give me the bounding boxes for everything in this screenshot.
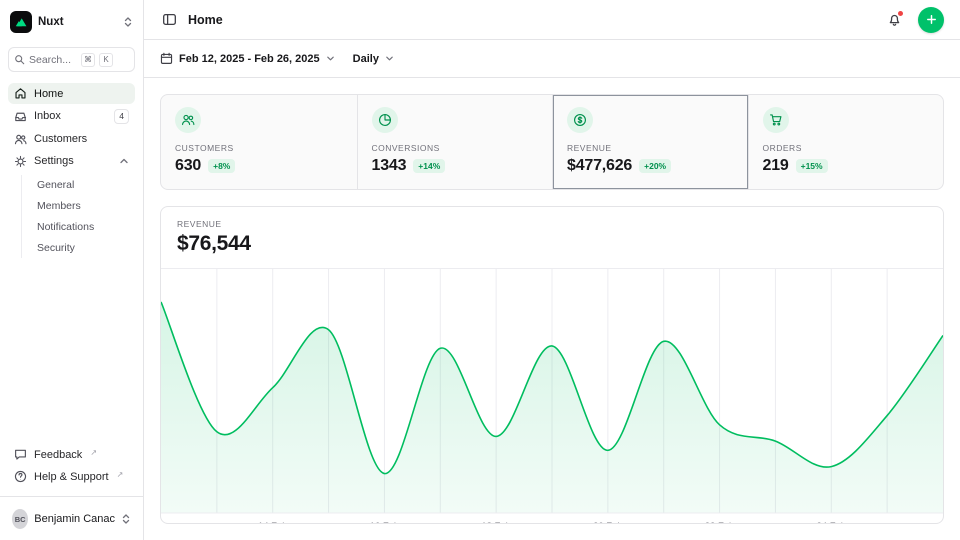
revenue-chart-card: REVENUE $76,544 14 Feb 16 Feb 18 Feb 20 Feb… (160, 206, 944, 524)
sidebar-item-label: Home (34, 87, 64, 100)
revenue-chart[interactable]: 14 Feb 16 Feb 18 Feb 20 Feb 22 Feb 24 Feb (161, 269, 943, 524)
stat-label: CUSTOMERS (175, 143, 234, 153)
nuxt-logo-icon (10, 11, 32, 33)
chevron-up-down-icon (121, 513, 131, 525)
date-range-button[interactable]: Feb 12, 2025 - Feb 26, 2025 (160, 52, 335, 65)
chart-label: REVENUE (177, 219, 222, 229)
interval-select[interactable]: Daily (353, 53, 394, 65)
sidebar-item-security[interactable]: Security (37, 241, 75, 254)
team-selector[interactable]: Nuxt (8, 10, 135, 34)
sidebar-item-label: Settings (34, 155, 74, 167)
interval-label: Daily (352, 52, 379, 65)
help-circle-icon (14, 470, 27, 483)
avatar: BC (12, 509, 29, 529)
team-name: Nuxt (38, 16, 64, 28)
chevron-up-icon (119, 156, 129, 166)
stat-value: 630 (175, 157, 202, 174)
chevron-down-icon (326, 54, 335, 63)
topbar: Home (144, 0, 960, 40)
chevron-down-icon (385, 54, 394, 63)
user-name: Benjamin Canac (34, 513, 115, 525)
footer-item-label: Feedback (34, 448, 83, 461)
page-title: Home (188, 12, 223, 27)
users-icon (175, 107, 201, 133)
bell-icon (887, 12, 902, 27)
stat-label: REVENUE (567, 143, 612, 153)
feedback-link[interactable]: Feedback ↗ (8, 444, 135, 465)
cart-icon (762, 107, 789, 133)
stats-row: CUSTOMERS 630 +8% CONVERSIONS 1343 +14% (160, 94, 944, 190)
sidebar-item-label: Inbox (34, 110, 61, 123)
delta-badge: +20% (639, 159, 672, 173)
inbox-count-badge: 4 (114, 109, 129, 124)
chart-value: $76,544 (177, 232, 251, 255)
stat-customers[interactable]: CUSTOMERS 630 +8% (161, 95, 357, 189)
date-range-label: Feb 12, 2025 - Feb 26, 2025 (179, 52, 320, 65)
users-icon (14, 133, 27, 146)
stat-label: ORDERS (762, 143, 802, 153)
stat-orders[interactable]: ORDERS 219 +15% (747, 95, 944, 189)
sidebar-item-label: Customers (34, 133, 88, 145)
sidebar-item-general[interactable]: General (37, 178, 75, 191)
sidebar-item-settings[interactable]: Settings (8, 151, 135, 172)
sidebar: Nuxt ⌘ K Home Inbo (0, 0, 144, 540)
chat-bubble-icon (14, 448, 27, 461)
search-input[interactable] (29, 53, 77, 66)
settings-submenu: General Members Notifications Security (21, 174, 135, 258)
stat-value: $477,626 (567, 157, 633, 174)
kbd-k: K (99, 52, 113, 67)
sidebar-item-customers[interactable]: Customers (8, 129, 135, 150)
kbd-cmd: ⌘ (81, 52, 95, 67)
calendar-icon (160, 52, 173, 65)
svg-text:16 Feb: 16 Feb (370, 521, 400, 524)
main-panel: Home (144, 0, 960, 540)
notifications-button[interactable] (885, 10, 904, 29)
pie-chart-icon (371, 107, 398, 133)
sidebar-item-home[interactable]: Home (8, 83, 135, 104)
divider (0, 496, 143, 497)
dollar-circle-icon (567, 107, 593, 133)
sidebar-footer: Feedback ↗ Help & Support ↗ BC Benjamin … (0, 444, 143, 532)
svg-text:20 Feb: 20 Feb (593, 521, 623, 524)
notification-dot (898, 11, 903, 16)
sidebar-item-inbox[interactable]: Inbox 4 (8, 105, 135, 128)
delta-badge: +14% (413, 159, 446, 173)
user-menu[interactable]: BC Benjamin Canac (8, 506, 135, 532)
sidebar-item-notifications[interactable]: Notifications (37, 220, 95, 233)
sidebar-item-members[interactable]: Members (37, 199, 81, 212)
stat-value: 1343 (371, 157, 407, 174)
inbox-icon (14, 110, 27, 123)
svg-text:22 Feb: 22 Feb (705, 521, 735, 524)
sidebar-nav: Home Inbox 4 Customers Settings (8, 83, 135, 258)
delta-badge: +15% (795, 159, 828, 173)
sidebar-toggle-button[interactable] (160, 10, 179, 29)
filters-toolbar: Feb 12, 2025 - Feb 26, 2025 Daily (144, 40, 960, 78)
search-box[interactable]: ⌘ K (8, 47, 135, 72)
panel-left-icon (162, 12, 177, 27)
svg-text:24 Feb: 24 Feb (817, 521, 847, 524)
delta-badge: +8% (208, 159, 236, 173)
svg-text:18 Feb: 18 Feb (481, 521, 511, 524)
stat-label: CONVERSIONS (371, 143, 440, 153)
gear-icon (14, 155, 27, 168)
external-link-icon: ↗ (116, 470, 124, 479)
stat-value: 219 (762, 157, 789, 174)
chart-header: REVENUE $76,544 (161, 207, 943, 269)
external-link-icon: ↗ (90, 448, 98, 457)
content: CUSTOMERS 630 +8% CONVERSIONS 1343 +14% (144, 78, 960, 540)
chevron-up-down-icon (123, 16, 133, 28)
add-button[interactable] (918, 6, 944, 33)
home-icon (14, 87, 27, 100)
footer-item-label: Help & Support (34, 470, 109, 483)
stat-revenue[interactable]: REVENUE $477,626 +20% (552, 95, 748, 189)
search-icon (14, 54, 25, 65)
stat-conversions[interactable]: CONVERSIONS 1343 +14% (356, 95, 553, 189)
plus-icon (925, 13, 938, 26)
svg-text:14 Feb: 14 Feb (258, 521, 288, 524)
help-support-link[interactable]: Help & Support ↗ (8, 466, 135, 487)
